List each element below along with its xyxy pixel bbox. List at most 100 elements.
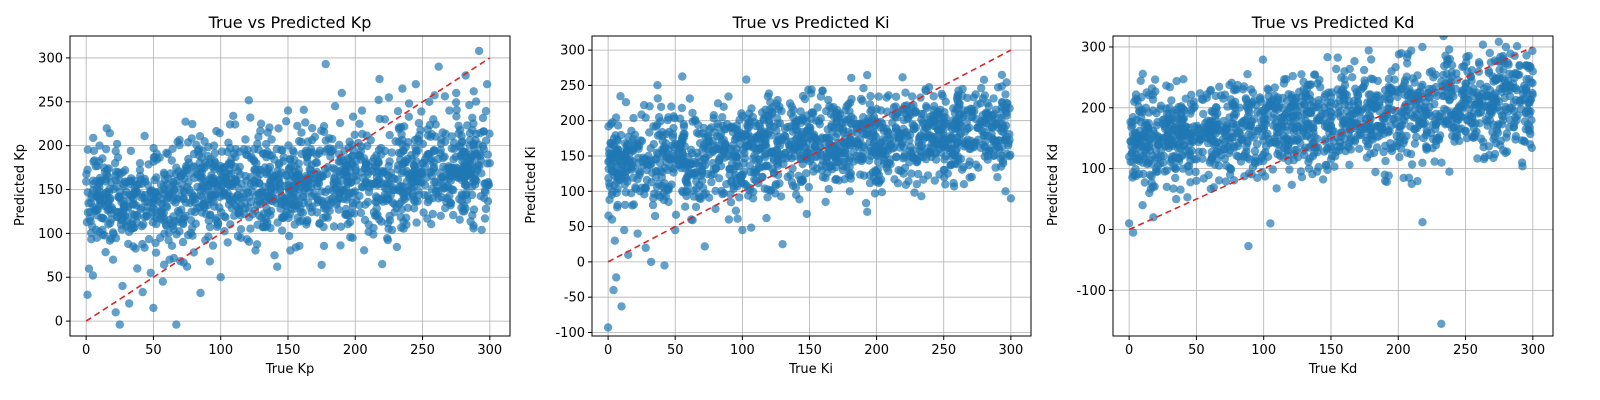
data-point <box>1239 82 1249 91</box>
data-point <box>335 140 344 149</box>
data-point <box>896 143 905 152</box>
data-point <box>273 166 282 176</box>
data-point <box>684 162 693 171</box>
data-point <box>357 106 367 115</box>
data-point <box>827 103 836 113</box>
data-point <box>917 109 926 119</box>
data-point <box>1370 99 1379 109</box>
data-point <box>1373 91 1383 100</box>
data-point <box>1187 128 1197 137</box>
data-point <box>1407 179 1416 189</box>
data-point <box>971 90 980 99</box>
data-point <box>449 138 459 147</box>
data-point <box>724 92 733 101</box>
data-point <box>293 121 302 131</box>
y-tick-label: 50 <box>46 271 63 286</box>
data-point <box>984 102 993 111</box>
data-point <box>1300 100 1309 109</box>
data-point <box>621 98 631 107</box>
data-point <box>464 169 473 179</box>
data-point <box>181 162 191 171</box>
data-point <box>1437 158 1446 167</box>
data-point <box>1447 60 1457 70</box>
y-tick-label: 100 <box>1081 162 1106 177</box>
data-point <box>745 161 754 170</box>
data-point <box>1333 53 1342 62</box>
y-tick-label: 300 <box>1081 40 1106 55</box>
data-point <box>1331 99 1340 108</box>
data-point <box>1215 82 1224 92</box>
data-point <box>1337 73 1346 82</box>
data-point <box>129 199 139 209</box>
data-point <box>1326 155 1336 164</box>
data-point <box>865 178 875 188</box>
data-point <box>257 188 266 197</box>
data-point <box>1320 103 1329 113</box>
data-point <box>899 154 908 163</box>
data-point <box>1129 145 1138 154</box>
data-point <box>1458 86 1467 95</box>
data-point <box>1140 178 1150 187</box>
data-point <box>135 165 145 175</box>
data-point <box>236 225 246 234</box>
data-point <box>840 128 849 138</box>
data-point <box>1169 184 1178 193</box>
data-point <box>1136 117 1146 127</box>
data-point <box>1441 79 1450 88</box>
data-point <box>395 199 404 209</box>
data-point <box>1418 114 1427 124</box>
data-point <box>97 213 106 222</box>
data-point <box>270 181 279 191</box>
data-point <box>740 179 749 189</box>
data-point <box>1400 76 1410 85</box>
data-point <box>1404 87 1413 96</box>
data-point <box>156 233 165 242</box>
data-point <box>667 102 676 111</box>
data-point <box>910 188 919 197</box>
data-point <box>434 62 443 71</box>
data-point <box>436 145 445 155</box>
data-point <box>767 109 777 118</box>
data-point <box>846 171 855 180</box>
data-point <box>612 273 621 282</box>
data-point <box>303 158 312 167</box>
data-point <box>953 116 962 125</box>
data-point <box>654 149 663 159</box>
data-point <box>859 171 869 180</box>
data-point <box>919 175 928 184</box>
data-point <box>866 146 875 156</box>
data-point <box>1481 91 1490 100</box>
data-point <box>821 197 830 207</box>
data-point <box>418 159 427 168</box>
data-point <box>704 137 713 147</box>
data-point <box>95 141 104 150</box>
data-point <box>1410 139 1420 148</box>
data-point <box>1310 70 1320 79</box>
data-point <box>817 133 827 142</box>
data-point <box>342 195 351 204</box>
data-point <box>129 223 139 232</box>
data-point <box>168 144 177 153</box>
data-point <box>1445 45 1454 54</box>
data-point <box>773 95 782 105</box>
scatter-points <box>82 46 494 329</box>
data-point <box>963 93 972 103</box>
data-point <box>1502 129 1512 138</box>
data-point <box>1185 140 1194 149</box>
data-point <box>1436 116 1446 126</box>
data-point <box>879 146 888 156</box>
data-point <box>201 209 211 219</box>
data-point <box>330 102 340 111</box>
data-point <box>160 175 170 184</box>
data-point <box>1273 127 1282 137</box>
data-point <box>425 168 434 177</box>
data-point <box>620 200 630 210</box>
data-point <box>1148 90 1158 100</box>
data-point <box>973 123 982 132</box>
data-point <box>824 95 833 105</box>
data-point <box>649 122 658 131</box>
data-point <box>1525 75 1534 84</box>
data-point <box>385 130 394 140</box>
data-point <box>348 233 357 242</box>
chart-title: True vs Predicted Ki <box>731 13 889 32</box>
